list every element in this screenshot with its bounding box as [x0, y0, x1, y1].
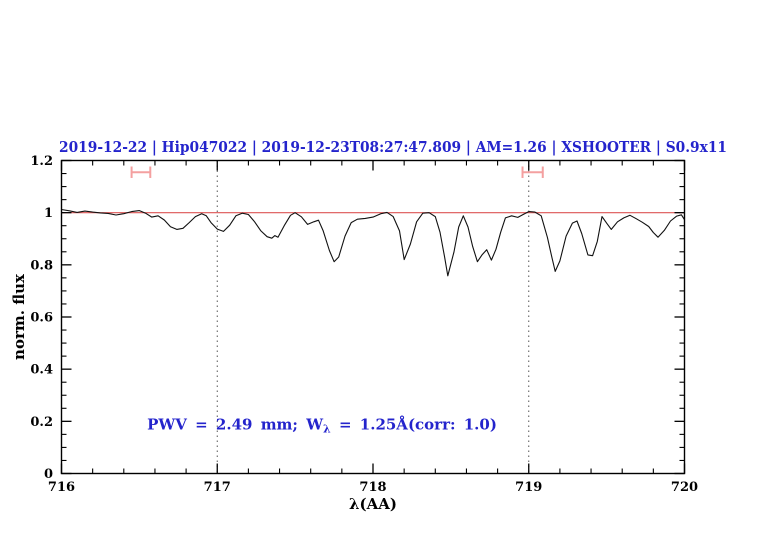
x-tick-label: 719 — [515, 480, 542, 495]
x-tick-label: 718 — [359, 480, 386, 495]
axis-ticks — [60, 159, 686, 475]
dotted-gridlines — [216, 160, 530, 474]
pwv-annotation: PWV = 2.49 mm; Wλ = 1.25Å(corr: 1.0) — [147, 415, 497, 435]
y-tick-label: 1 — [44, 206, 53, 221]
y-axis-label: norm. flux — [10, 273, 28, 360]
pwv-annotation-part: PWV = 2.49 mm; W — [147, 415, 324, 433]
y-tick-label: 0.2 — [30, 415, 53, 430]
spectrum-line — [61, 208, 685, 277]
plot-title: 2019-12-22 | Hip047022 | 2019-12-23T08:2… — [59, 138, 727, 156]
y-tick-label: 0 — [44, 467, 53, 482]
x-tick-label: 716 — [48, 480, 75, 495]
axis-tick-labels: 716 717 718 719 720 0 0.2 0.4 0.6 0.8 1 1.2 — [30, 154, 698, 495]
y-tick-label: 0.6 — [30, 311, 53, 326]
x-tick-label: 720 — [671, 480, 698, 495]
pwv-annotation-part: λ — [323, 422, 331, 435]
pwv-annotation-part: = 1.25Å(corr: 1.0) — [331, 415, 497, 433]
y-tick-label: 0.8 — [30, 258, 53, 273]
band-markers — [130, 166, 544, 178]
x-axis-label: λ(AA) — [349, 495, 397, 513]
x-tick-label: 717 — [204, 480, 231, 495]
y-tick-label: 0.4 — [30, 363, 53, 378]
y-tick-label: 1.2 — [30, 154, 53, 169]
